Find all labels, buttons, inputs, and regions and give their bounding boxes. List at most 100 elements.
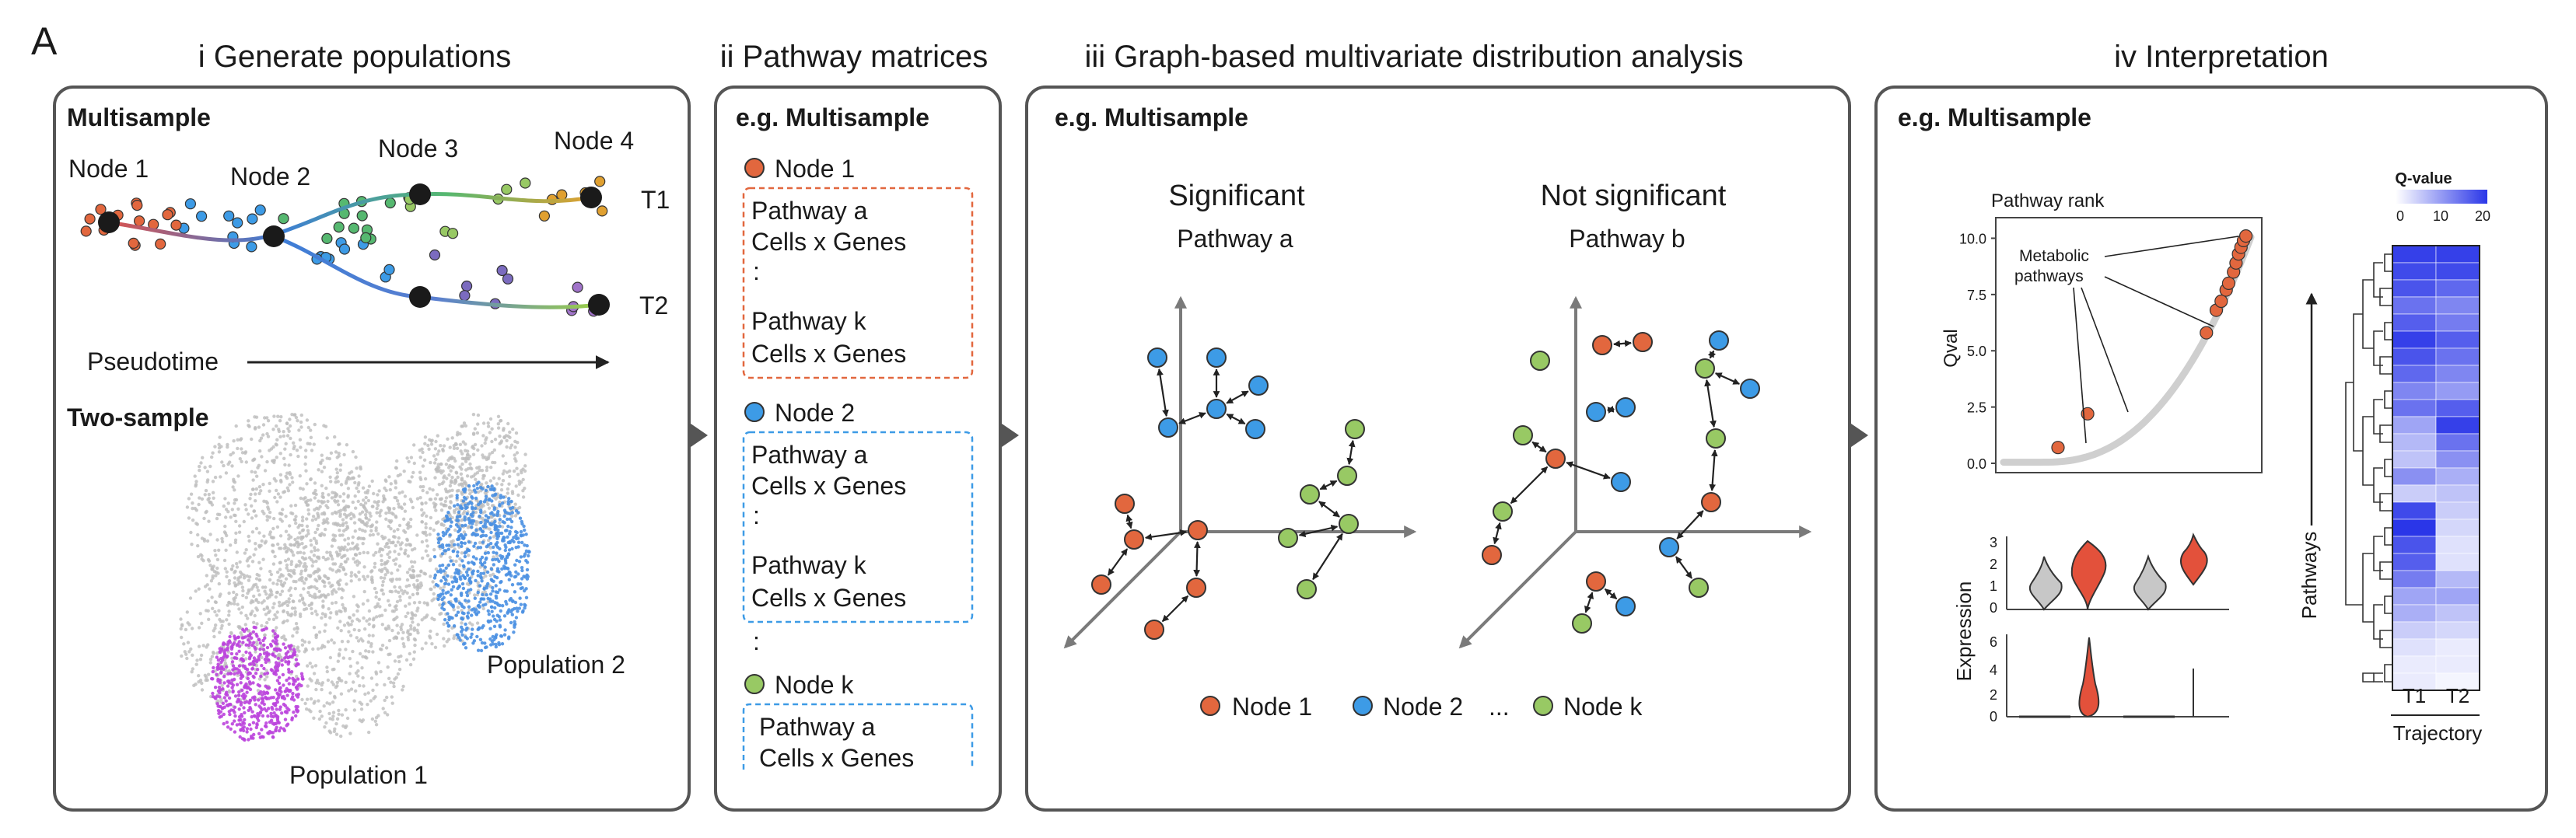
umap-cell <box>390 628 394 633</box>
graph-node <box>1530 351 1550 371</box>
umap-cell <box>478 500 483 504</box>
umap-cell <box>294 622 299 626</box>
umap-cell <box>492 506 497 510</box>
umap-cell <box>280 512 284 516</box>
umap-cell <box>507 482 511 486</box>
umap-cell <box>334 450 338 454</box>
umap-cell <box>224 471 229 475</box>
umap-cell <box>294 521 298 525</box>
umap-cell <box>264 684 268 688</box>
umap-cell <box>495 557 499 561</box>
umap-cell <box>355 466 359 470</box>
umap-cell <box>486 424 491 428</box>
umap-cell <box>237 626 242 630</box>
umap-cell <box>464 459 468 463</box>
umap-cell <box>349 623 353 627</box>
umap-cell <box>365 510 369 514</box>
umap-cell <box>384 542 389 546</box>
umap-cell <box>285 476 289 480</box>
umap-cell <box>375 683 379 686</box>
umap-cell <box>394 636 399 641</box>
umap-cell <box>455 433 460 437</box>
umap-cell <box>378 511 382 515</box>
umap-cell <box>483 441 487 445</box>
umap-cell <box>256 714 260 718</box>
umap-cell <box>272 477 276 481</box>
umap-cell <box>313 422 317 427</box>
umap-cell <box>214 697 218 700</box>
umap-cell <box>289 574 293 578</box>
umap-cell <box>493 519 497 524</box>
umap-cell <box>303 581 306 585</box>
umap-cell <box>208 532 212 536</box>
umap-cell <box>252 583 256 587</box>
umap-cell <box>216 658 221 662</box>
umap-cell <box>502 514 506 519</box>
pseudotime-label: Pseudotime <box>87 347 219 375</box>
umap-cell <box>215 557 220 562</box>
umap-cell <box>277 693 281 697</box>
umap-cell <box>393 550 397 553</box>
umap-cell <box>412 461 416 466</box>
umap-cell <box>303 462 307 466</box>
umap-cell <box>182 642 186 646</box>
pathways-axis-label: Pathways <box>2298 532 2321 620</box>
umap-cell <box>269 668 274 672</box>
rank-tick-label: 10.0 <box>1959 232 1986 247</box>
umap-cell <box>380 583 385 587</box>
umap-cell <box>498 625 502 629</box>
umap-cell <box>418 470 422 474</box>
umap-cell <box>398 543 403 546</box>
umap-cell <box>336 522 340 526</box>
umap-cell <box>524 595 529 599</box>
umap-cell <box>471 623 474 627</box>
umap-cell <box>293 413 297 417</box>
graph-node <box>1615 596 1636 616</box>
umap-cell <box>205 574 208 578</box>
umap-cell <box>352 476 355 480</box>
umap-cell <box>211 669 215 674</box>
umap-cell <box>470 613 474 617</box>
umap-cell <box>304 607 309 611</box>
umap-cell <box>265 651 269 655</box>
umap-cell <box>456 519 460 522</box>
umap-cell <box>273 495 277 500</box>
graph-edge <box>1125 514 1133 529</box>
umap-cell <box>238 735 242 739</box>
umap-cell <box>340 679 344 683</box>
umap-cell <box>303 602 307 606</box>
umap-cell <box>471 555 476 559</box>
umap-cell <box>249 727 253 732</box>
umap-cell <box>247 575 252 579</box>
umap-cell <box>374 670 378 674</box>
umap-cell <box>247 564 250 568</box>
umap-cell <box>291 691 295 696</box>
umap-cell <box>282 728 287 732</box>
umap-cell <box>299 445 303 449</box>
umap-cell <box>470 608 474 612</box>
trajectory-cell <box>597 205 608 217</box>
umap-cell <box>401 688 404 692</box>
umap-cell <box>418 600 422 605</box>
umap-cell <box>413 546 417 551</box>
umap-cell <box>198 496 201 500</box>
umap-cell <box>469 580 473 584</box>
umap-cell <box>180 635 184 640</box>
umap-cell <box>317 589 321 593</box>
umap-cell <box>302 587 306 591</box>
graph-node <box>1633 332 1653 352</box>
umap-cell <box>312 626 317 630</box>
umap-cell <box>422 511 426 515</box>
umap-cell <box>478 600 482 604</box>
umap-cell <box>362 498 366 502</box>
section-title-pathway: ii Pathway matrices <box>720 40 989 74</box>
umap-cell <box>268 569 272 574</box>
violin-grey-2 <box>2133 553 2167 611</box>
umap-cell <box>451 585 456 588</box>
umap-cell <box>514 533 518 538</box>
umap-cell <box>468 462 472 466</box>
umap-cell <box>217 686 222 690</box>
umap-cell <box>369 570 373 574</box>
umap-cell <box>486 421 490 425</box>
umap-cell <box>473 593 477 597</box>
